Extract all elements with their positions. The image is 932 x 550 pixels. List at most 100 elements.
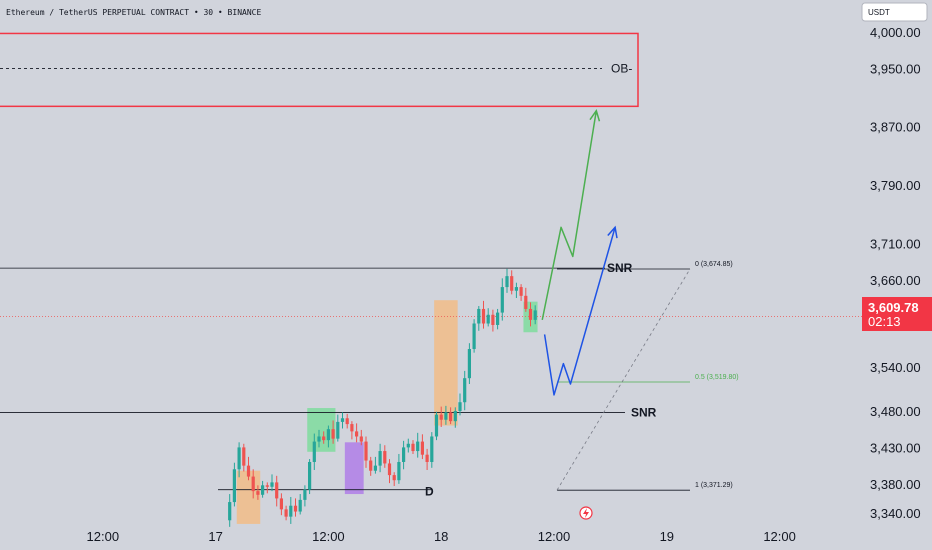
candle-5 — [246, 456, 251, 481]
green-zone-1 — [307, 408, 336, 452]
current-price-value: 3,609.78 — [868, 300, 919, 315]
candle-body-5 — [246, 465, 251, 477]
candle-body-24 — [336, 421, 340, 439]
candle-body-54 — [477, 308, 481, 324]
time-axis[interactable]: 12:00 17 12:00 18 12:00 19 12:00 — [87, 529, 796, 544]
time-tick-5: 19 — [660, 529, 674, 544]
candle-body-64 — [524, 295, 528, 309]
candle-body-63 — [519, 287, 523, 296]
time-tick-2: 12:00 — [312, 529, 345, 544]
candle-body-48 — [449, 412, 453, 422]
candle-31 — [369, 456, 373, 476]
candle-body-42 — [420, 441, 424, 455]
price-tick-4: 3,710.00 — [870, 236, 921, 251]
current-price-label: 3,609.78 02:13 — [862, 297, 932, 331]
price-tick-6: 3,540.00 — [870, 360, 921, 375]
candle-8 — [261, 480, 265, 498]
candle-26 — [345, 413, 349, 429]
candle-body-15 — [293, 505, 298, 512]
candle-39 — [406, 438, 410, 453]
candle-body-53 — [472, 323, 476, 350]
candle-body-59 — [500, 287, 504, 313]
candle-27 — [350, 421, 354, 440]
blue-projection-path — [543, 227, 616, 396]
currency-button-label[interactable]: USDT — [868, 8, 890, 17]
fib-label-1: 0.5 (3,519.80) — [695, 374, 739, 381]
candle-50 — [458, 393, 462, 416]
candle-16 — [298, 494, 302, 515]
candle-body-31 — [369, 460, 373, 471]
candle-30 — [364, 436, 368, 468]
d-label: D — [425, 485, 434, 499]
time-tick-1: 17 — [208, 529, 222, 544]
candle-body-12 — [279, 498, 283, 510]
projection-paths — [541, 109, 618, 396]
price-tick-1: 3,950.00 — [870, 61, 921, 76]
candle-body-34 — [383, 451, 387, 464]
ob-zone-box — [0, 32, 639, 108]
flash-icon[interactable] — [579, 506, 593, 520]
candle-body-60 — [505, 276, 509, 288]
price-tick-8: 3,430.00 — [870, 440, 921, 455]
candle-body-4 — [242, 447, 246, 466]
candle-body-30 — [364, 441, 368, 461]
candle-2 — [232, 462, 236, 507]
candle-body-49 — [453, 410, 457, 422]
candle-47 — [444, 405, 448, 425]
candle-body-10 — [270, 482, 274, 487]
candle-37 — [397, 453, 401, 484]
candle-body-29 — [359, 436, 363, 442]
candle-42 — [420, 434, 424, 460]
candle-body-8 — [261, 485, 265, 495]
candlesticks — [228, 268, 537, 527]
fib-label-0: 0 (3,674.85) — [695, 261, 733, 268]
candle-body-61 — [510, 276, 514, 291]
symbol-title: Ethereum / TetherUS PERPETUAL CONTRACT •… — [6, 8, 261, 17]
candle-body-26 — [345, 418, 349, 425]
candle-body-46 — [439, 414, 443, 420]
candle-4 — [242, 443, 246, 472]
candle-body-41 — [416, 441, 420, 452]
price-tick-5: 3,660.00 — [870, 273, 921, 288]
horizontal-levels — [0, 68, 862, 491]
candle-body-23 — [331, 429, 335, 439]
candle-18 — [308, 459, 312, 495]
candle-61 — [510, 270, 514, 295]
candle-51 — [463, 370, 467, 411]
candle-body-16 — [298, 499, 302, 512]
green-projection-path-arrowhead — [589, 109, 601, 122]
candle-body-39 — [406, 443, 410, 448]
candle-43 — [425, 448, 429, 471]
candle-60 — [505, 268, 509, 293]
price-tick-10: 3,340.00 — [870, 506, 921, 521]
candle-36 — [392, 472, 396, 487]
candle-body-19 — [312, 441, 316, 462]
candle-body-57 — [491, 314, 495, 325]
candle-body-37 — [397, 461, 401, 481]
candle-53 — [472, 319, 476, 353]
candle-body-17 — [303, 489, 307, 500]
candle-body-2 — [232, 469, 236, 503]
price-tick-0: 4,000.00 — [870, 25, 921, 40]
candle-55 — [481, 300, 486, 329]
time-tick-4: 12:00 — [538, 529, 571, 544]
currency-button[interactable]: USDT — [861, 2, 928, 22]
candle-33 — [378, 443, 382, 473]
candle-17 — [303, 485, 307, 507]
candle-28 — [355, 423, 359, 443]
candle-body-18 — [308, 461, 312, 490]
candle-body-56 — [486, 314, 490, 324]
candle-21 — [322, 431, 326, 444]
candle-49 — [453, 407, 457, 428]
candle-57 — [491, 309, 495, 332]
candle-body-6 — [251, 476, 255, 492]
currency-button-frame[interactable] — [861, 2, 928, 22]
blue-projection-path-arrowhead — [607, 225, 618, 239]
candle-body-55 — [481, 308, 486, 324]
price-axis[interactable]: 4,000.00 3,950.00 3,870.00 3,790.00 3,710.00… — [870, 25, 921, 521]
candle-46 — [439, 406, 443, 428]
candle-9 — [265, 482, 269, 494]
